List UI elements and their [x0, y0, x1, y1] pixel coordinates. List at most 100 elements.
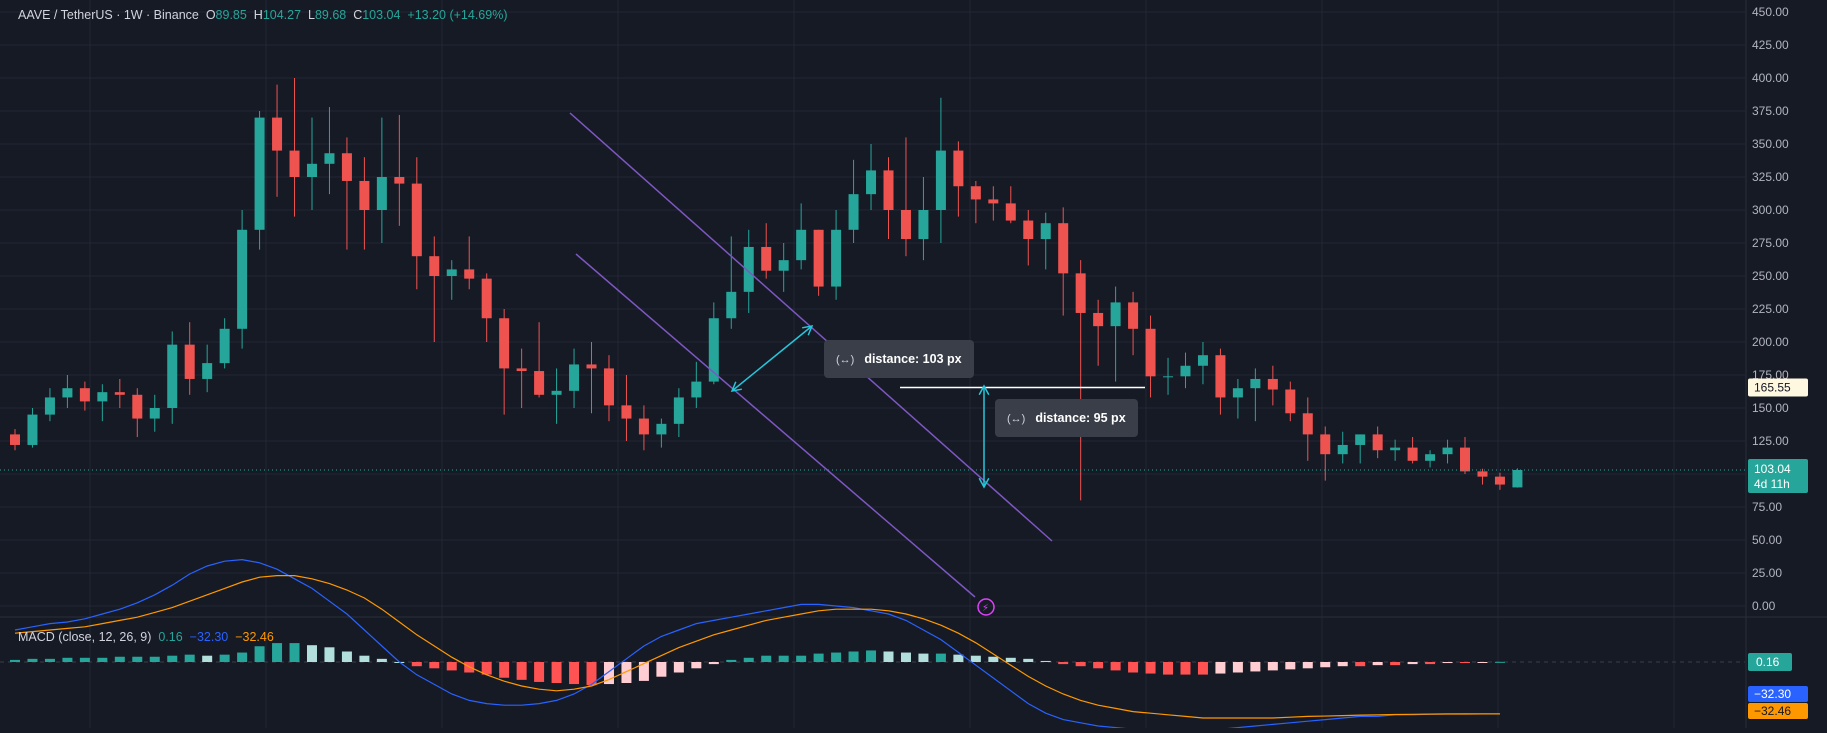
macd-histogram-bar [1302, 662, 1313, 669]
distance-arrow-lower-head [978, 477, 990, 489]
candle-body [62, 388, 73, 398]
candle-body [1372, 434, 1383, 451]
countdown-label: 4d 11h [1754, 477, 1790, 491]
macd-histogram-bar [813, 653, 824, 662]
macd-histogram-bar [10, 659, 20, 662]
candle-body [1512, 469, 1523, 488]
macd-histogram-bar [1215, 662, 1226, 674]
price-tick-label: 200.00 [1752, 335, 1789, 349]
macd-histogram-bar [1250, 662, 1261, 672]
symbol-title[interactable]: AAVE / TetherUS · 1W · Binance [18, 8, 199, 22]
candle-body [918, 210, 929, 240]
candle-body [97, 392, 108, 402]
macd-histogram-bar [97, 657, 108, 662]
signal-line [14, 574, 1500, 719]
macd-histogram-bar [918, 653, 929, 662]
macd-histogram-bar [883, 651, 894, 662]
macd-histogram-bar [289, 643, 300, 662]
macd-histogram-bar [848, 651, 859, 662]
candle-body [219, 328, 230, 364]
macd-value: −32.30 [189, 630, 229, 644]
candle-body [586, 364, 597, 369]
candle-body [569, 364, 580, 391]
candle-body [27, 414, 38, 445]
price-tick-label: 425.00 [1752, 38, 1789, 52]
macd-histogram-bar [1460, 662, 1471, 664]
macd-histogram-bar [446, 662, 457, 671]
candle-body [254, 117, 265, 230]
open-value: 89.85 [215, 8, 247, 22]
candle-body [1250, 378, 1261, 389]
macd-histogram-bar [1023, 658, 1034, 662]
macd-histogram-bar [900, 652, 911, 662]
price-tick-label: 75.00 [1752, 500, 1782, 514]
macd-histogram-bar [988, 656, 999, 662]
candle-body [359, 180, 370, 210]
candle-body [411, 183, 422, 257]
macd-histogram-bar [1442, 662, 1453, 664]
macd-histogram-bar [586, 662, 597, 686]
distance-tooltip-upper: (↔) distance: 103 px [824, 340, 974, 378]
candle-body [726, 291, 737, 319]
macd-hist-value: 0.16 [158, 630, 183, 644]
candle-body [848, 194, 859, 230]
macd-histogram-bar [953, 654, 964, 662]
candle-body [1302, 413, 1313, 435]
candle-body [1197, 355, 1208, 366]
high-value: 104.27 [262, 8, 302, 22]
candle-body [1477, 471, 1488, 477]
candle-body [114, 392, 125, 395]
macd-histogram-bar [481, 662, 492, 675]
macd-badge [1748, 686, 1808, 702]
macd-legend: MACD (close, 12, 26, 9) 0.16 −32.30 −32.… [18, 630, 274, 644]
candle-body [446, 269, 457, 276]
macd-histogram-bar [534, 662, 545, 682]
price-axis[interactable]: 450.00 425.00 400.00 375.00 350.00 325.00 300.… [1748, 5, 1808, 719]
candle-body [1285, 389, 1296, 414]
macd-axis-label: −32.30 [1754, 687, 1791, 701]
macd-histogram-bar [359, 655, 370, 662]
macd-histogram-bar [62, 657, 73, 662]
macd-histogram-bar [743, 657, 754, 662]
candle-body [970, 186, 981, 200]
channel-lower-line [575, 253, 976, 598]
macd-histogram-bar [1163, 662, 1174, 675]
price-tick-label: 300.00 [1752, 203, 1789, 217]
candle-body [167, 344, 178, 408]
candle-body [638, 418, 649, 435]
candle-body [743, 246, 754, 292]
macd-histogram-bar [1180, 662, 1191, 675]
distance-arrow-upper [731, 325, 813, 392]
candle-body [1058, 223, 1069, 274]
close-label: C [353, 8, 363, 22]
price-tick-label: 450.00 [1752, 5, 1789, 19]
macd-histogram-bar [499, 662, 510, 678]
candle-body [534, 371, 545, 395]
candle-body [324, 153, 335, 164]
low-value: 89.68 [314, 8, 347, 22]
price-tick-label: 125.00 [1752, 434, 1789, 448]
last-price-badge [1748, 458, 1808, 493]
macd-histogram-bar [184, 654, 195, 662]
ruler-icon: (↔) [836, 354, 855, 366]
macd-histogram-bar [132, 656, 143, 662]
macd-histogram-bar [551, 662, 562, 683]
candle-body [132, 394, 143, 419]
drawings[interactable]: ⚡ [0, 112, 1745, 616]
macd-histogram-bar [638, 662, 649, 681]
macd-hist-badge [1748, 653, 1792, 671]
candle-body [1337, 444, 1348, 455]
macd-histogram-bar [516, 662, 527, 680]
price-tick-label: 325.00 [1752, 170, 1789, 184]
open-label: O [205, 8, 216, 22]
candle-body [708, 318, 719, 382]
candle-body [673, 397, 684, 424]
macd-histogram-bar [569, 662, 580, 685]
candle-body [935, 150, 946, 210]
macd-histogram-bar [778, 655, 789, 662]
candle-body [866, 170, 877, 195]
macd-title[interactable]: MACD (close, 12, 26, 9) [18, 630, 152, 644]
macd-histogram-bar [1267, 662, 1278, 671]
